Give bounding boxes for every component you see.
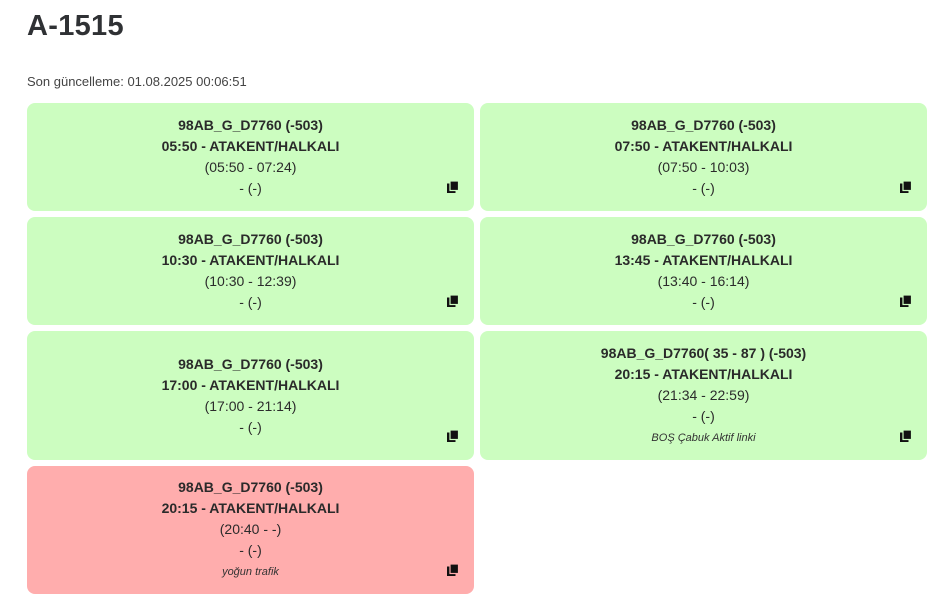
vehicle-label: 98AB_G_D7760 (-503) [178,231,323,247]
copy-icon[interactable] [446,180,460,194]
extra-info: - (-) [239,180,262,196]
vehicle-label: 98AB_G_D7760 (-503) [631,117,776,133]
status-note: yoğun trafik [222,566,279,578]
vehicle-label: 98AB_G_D7760 (-503) [631,231,776,247]
extra-info: - (-) [692,407,715,424]
last-updated-text: Son güncelleme: 01.08.2025 00:06:51 [27,74,247,89]
vehicle-label: 98AB_G_D7760 (-503) [178,117,323,133]
trip-label: 07:50 - ATAKENT/HALKALI [614,138,793,154]
time-range: (13:40 - 16:14) [657,273,750,289]
trip-label: 20:15 - ATAKENT/HALKALI [161,500,340,516]
copy-icon[interactable] [446,563,460,577]
time-range: (17:00 - 21:14) [204,397,297,414]
trip-card-grid: 98AB_G_D7760 (-503) 05:50 - ATAKENT/HALK… [27,103,927,594]
trip-label: 17:00 - ATAKENT/HALKALI [161,376,340,393]
trip-card: 98AB_G_D7760 (-503) 07:50 - ATAKENT/HALK… [480,103,927,211]
extra-info: - (-) [239,418,262,435]
copy-icon[interactable] [446,294,460,308]
trip-card: 98AB_G_D7760 (-503) 17:00 - ATAKENT/HALK… [27,331,474,460]
trip-label: 13:45 - ATAKENT/HALKALI [614,252,793,268]
trip-card: 98AB_G_D7760 (-503) 13:45 - ATAKENT/HALK… [480,217,927,325]
vehicle-label: 98AB_G_D7760 (-503) [178,355,323,372]
trip-card: 98AB_G_D7760 (-503) 05:50 - ATAKENT/HALK… [27,103,474,211]
time-range: (20:40 - -) [219,521,282,537]
copy-icon[interactable] [899,429,913,443]
copy-icon[interactable] [446,429,460,443]
extra-info: - (-) [239,542,262,558]
vehicle-label: 98AB_G_D7760 (-503) [178,479,323,495]
status-note: BOŞ Çabuk Aktif linki [651,431,756,444]
extra-info: - (-) [692,180,715,196]
trip-card: 98AB_G_D7760( 35 - 87 ) (-503) 20:15 - A… [480,331,927,460]
time-range: (07:50 - 10:03) [657,159,750,175]
extra-info: - (-) [692,294,715,310]
extra-info: - (-) [239,294,262,310]
trip-card: 98AB_G_D7760 (-503) 20:15 - ATAKENT/HALK… [27,466,474,594]
time-range: (05:50 - 07:24) [204,159,297,175]
vehicle-label: 98AB_G_D7760( 35 - 87 ) (-503) [600,344,807,361]
trip-label: 05:50 - ATAKENT/HALKALI [161,138,340,154]
page-title: A-1515 [27,10,124,42]
trip-label: 10:30 - ATAKENT/HALKALI [161,252,340,268]
time-range: (10:30 - 12:39) [204,273,297,289]
time-range: (21:34 - 22:59) [657,386,750,403]
copy-icon[interactable] [899,294,913,308]
trip-card: 98AB_G_D7760 (-503) 10:30 - ATAKENT/HALK… [27,217,474,325]
copy-icon[interactable] [899,180,913,194]
trip-label: 20:15 - ATAKENT/HALKALI [614,365,793,382]
